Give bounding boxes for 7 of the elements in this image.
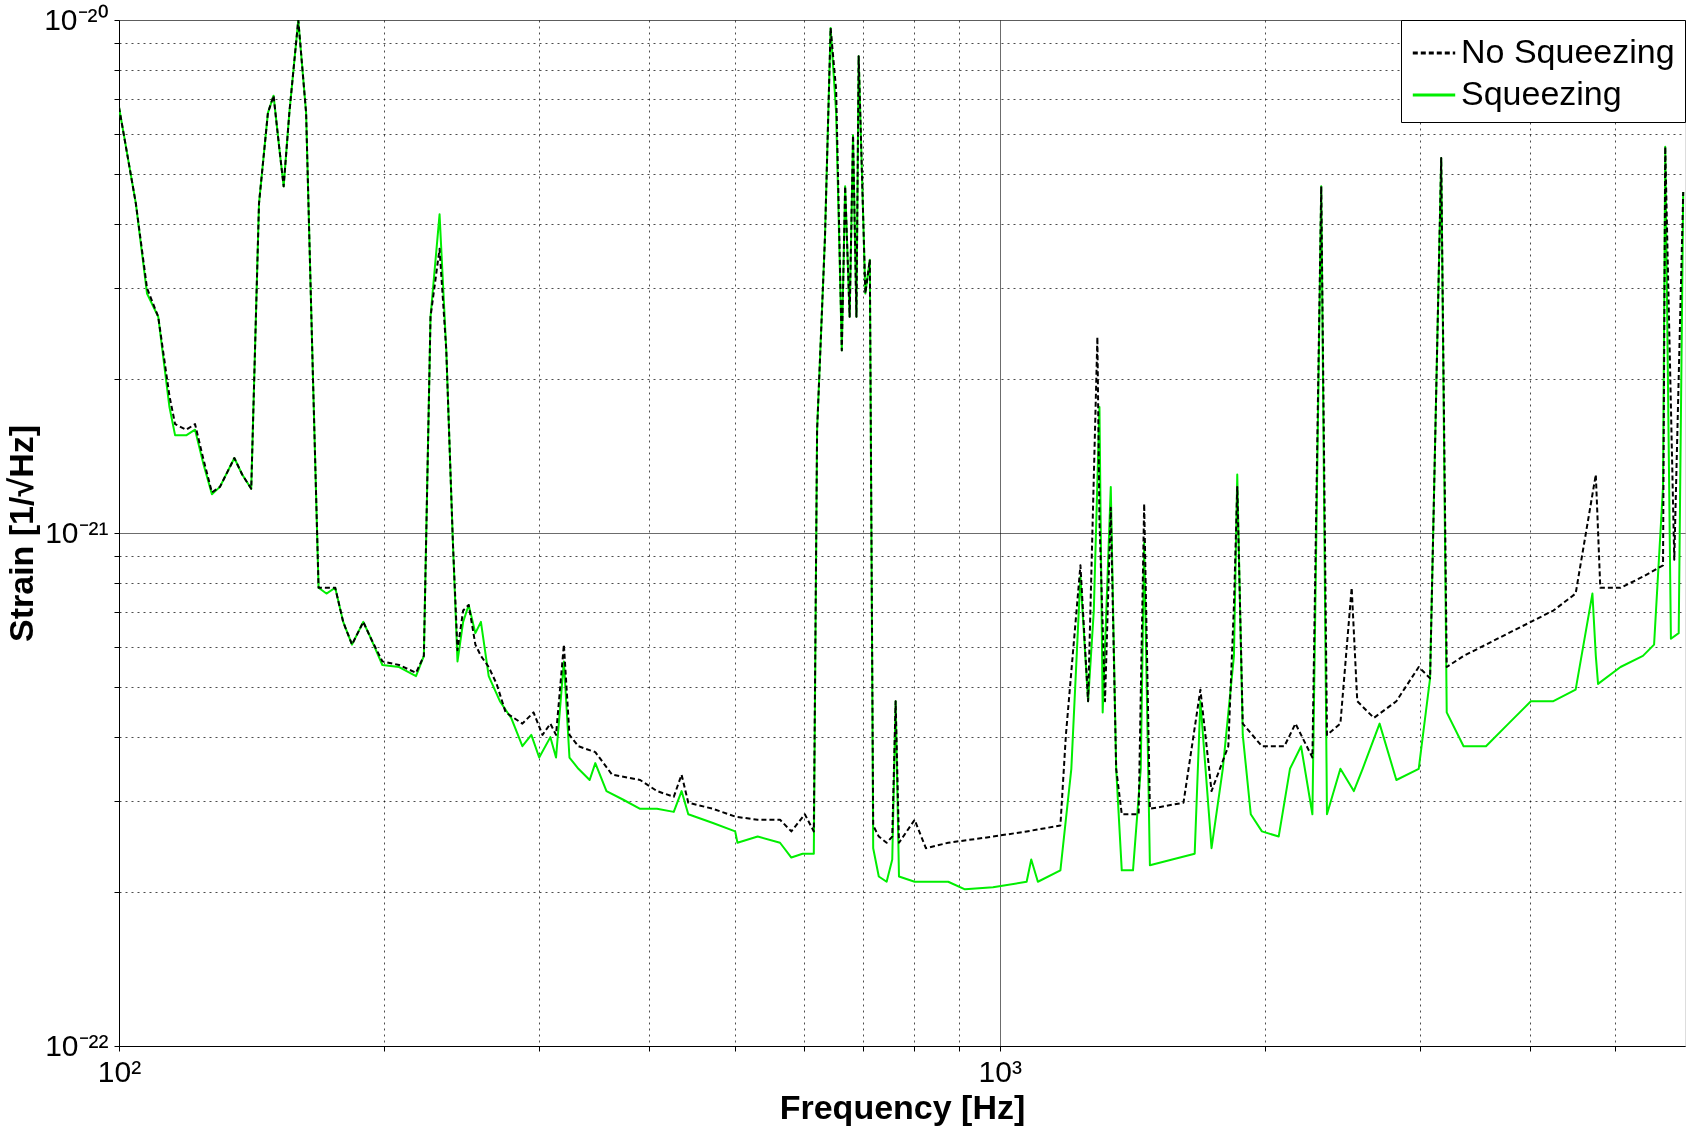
legend-label: Squeezing — [1461, 74, 1622, 112]
x-axis-title: Frequency [Hz] — [779, 1087, 1026, 1126]
y-tick-label: 10⁻²¹ — [45, 515, 109, 549]
y-tick-label: 10⁻²⁰ — [44, 2, 109, 36]
legend-label: No Squeezing — [1461, 32, 1675, 70]
y-axis-title: Strain [1/√Hz] — [2, 424, 41, 643]
x-tick-label: 10³ — [978, 1054, 1022, 1088]
